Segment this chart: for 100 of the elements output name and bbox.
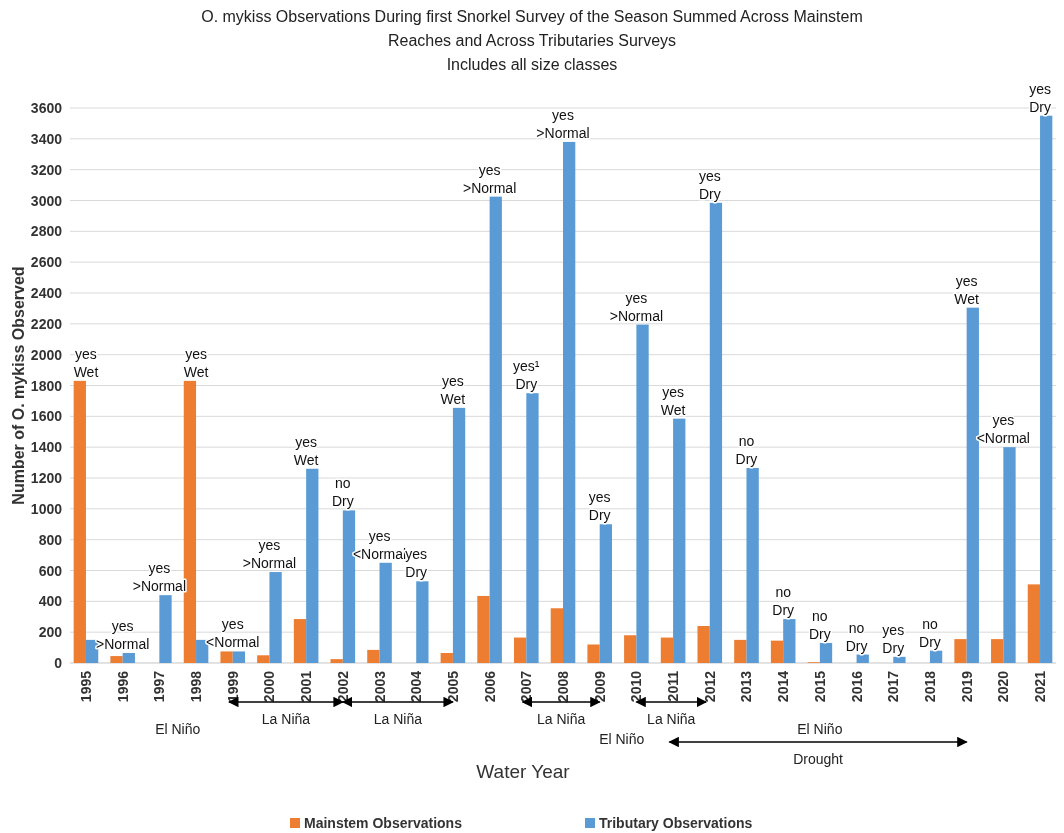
y-tick-label: 1800	[30, 377, 63, 394]
x-tick-label: 2015	[811, 670, 828, 703]
text: El Niño	[599, 731, 645, 747]
bar	[122, 652, 135, 663]
bar	[587, 644, 600, 663]
x-tick-label: 2018	[921, 670, 938, 703]
x-axis-title: Water Year	[476, 761, 571, 782]
x-tick-label: 2003	[371, 670, 388, 703]
text: La Niña	[373, 711, 423, 727]
bar	[269, 572, 282, 663]
bar	[526, 393, 539, 663]
annotation: no Dry	[331, 475, 354, 510]
bar	[1040, 115, 1053, 663]
x-tick-label: 2020	[995, 670, 1012, 703]
bar	[232, 651, 246, 663]
legend-label: Tributary Observations	[599, 815, 753, 831]
y-tick-label: 600	[38, 562, 63, 579]
annotation: yes >Normal	[242, 537, 297, 572]
annotation: yes Dry	[1029, 80, 1051, 115]
chart-title: O. mykiss Observations During first Snorkel Survey of the Season Summed Across Mainstem Reaches and Across Tributaries Surveys	[201, 8, 863, 49]
annotation: yes Wet	[293, 433, 319, 468]
text: Drought	[793, 751, 844, 767]
bar	[660, 637, 674, 663]
y-tick-label: 1000	[30, 500, 63, 517]
bar	[73, 380, 86, 663]
x-tick-label: 2019	[958, 670, 975, 703]
bar	[599, 524, 612, 663]
x-tick-label: 2006	[481, 670, 498, 703]
bar	[550, 608, 563, 663]
annotation: yes Wet	[73, 345, 99, 380]
annotation: yes >Normal	[609, 289, 664, 324]
bar	[929, 650, 943, 663]
y-tick-label: 400	[38, 593, 63, 610]
bar	[966, 307, 979, 663]
bar	[220, 651, 233, 663]
legend-label: Mainstem Observations	[304, 815, 463, 831]
annotation: no Dry	[772, 584, 795, 619]
y-tick-label: 3600	[30, 100, 63, 116]
bar	[624, 635, 637, 663]
bar	[306, 468, 319, 663]
annotation: yes Dry	[588, 489, 611, 524]
bar	[367, 649, 380, 663]
bar	[1003, 447, 1016, 663]
bar	[954, 639, 967, 663]
y-tick-label: 1200	[30, 470, 63, 486]
y-tick-label: 3400	[30, 130, 63, 147]
text: La Niña	[261, 711, 311, 727]
annotation: no Dry	[808, 607, 831, 642]
bar	[746, 467, 759, 663]
y-tick-label: 2000	[30, 346, 63, 363]
annotation: no Dry	[845, 619, 868, 654]
annotation: no Dry	[735, 432, 758, 467]
annotation: yes >Normal	[462, 161, 517, 196]
bar	[770, 640, 784, 663]
text: El Niño	[155, 721, 201, 737]
x-tick-label: 1997	[151, 670, 168, 703]
x-tick-label: 2017	[885, 670, 902, 703]
bar	[330, 659, 343, 663]
x-tick-label: 2011	[665, 670, 682, 702]
chart-subtitle: Includes all size classes	[446, 56, 618, 73]
y-tick-label: 2600	[30, 254, 63, 271]
bar	[257, 655, 270, 663]
text: La Niña	[537, 711, 586, 727]
x-tick-label: 2004	[408, 670, 425, 703]
annotation: yes <Normal	[206, 616, 260, 651]
text: El Niño	[797, 721, 843, 737]
x-tick-label: 1996	[114, 670, 131, 703]
bar	[1027, 584, 1041, 663]
annotation: yes¹ Dry	[513, 358, 540, 393]
x-tick-label: 2001	[298, 670, 315, 703]
x-tick-label: 2000	[261, 670, 278, 703]
bar	[159, 595, 172, 663]
x-tick-label: 1998	[188, 670, 205, 703]
bar	[819, 642, 833, 663]
bar	[440, 652, 453, 663]
bar	[991, 639, 1004, 663]
bar	[293, 619, 307, 663]
annotation: yes Dry	[405, 546, 428, 581]
bar	[893, 656, 906, 663]
x-tick-label: 2013	[738, 670, 755, 703]
bar	[452, 407, 466, 663]
bar	[783, 619, 796, 663]
x-tick-label: 2014	[775, 670, 792, 703]
x-tick-label: 2002	[334, 670, 351, 703]
annotation: yes >Normal	[536, 106, 590, 141]
bar	[673, 418, 686, 663]
x-tick-label: 2008	[555, 670, 571, 703]
y-tick-label: 3200	[30, 161, 63, 178]
x-tick-label: 2016	[848, 670, 865, 703]
bar	[489, 196, 502, 663]
y-axis-title: Number of O. mykiss Observed	[10, 266, 27, 505]
bar	[379, 562, 392, 663]
x-tick-label: 1995	[77, 670, 94, 703]
bar	[477, 595, 490, 663]
y-tick-label: 1400	[30, 439, 63, 456]
annotation: yes Wet	[954, 272, 980, 307]
x-tick-label: 1999	[224, 670, 241, 703]
x-tick-label: 2012	[701, 670, 718, 703]
y-tick-label: 3000	[30, 192, 63, 209]
y-tick-label: 0	[54, 655, 63, 671]
